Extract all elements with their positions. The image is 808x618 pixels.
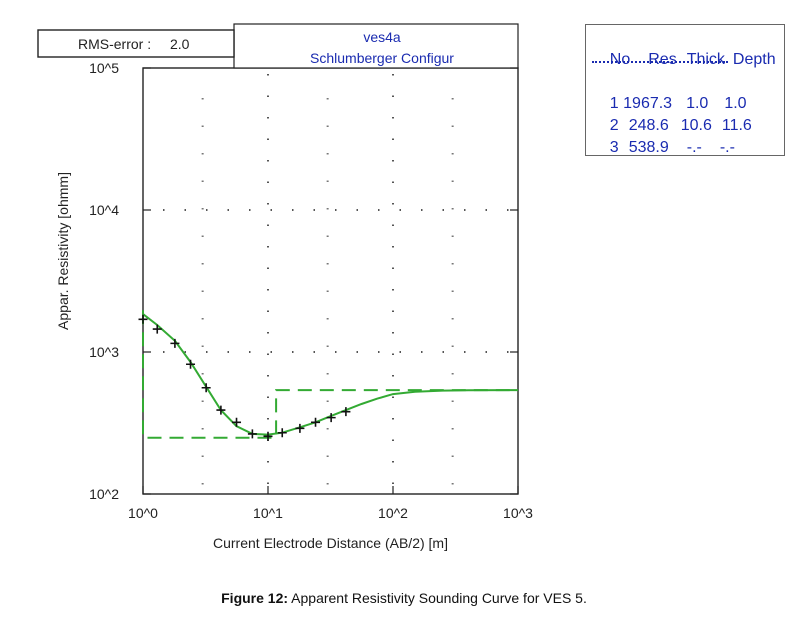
cell-thick: 1.0 [686, 95, 709, 112]
title-box [233, 23, 519, 69]
cell-depth: 11.6 [721, 117, 752, 134]
table-row: 1 1967.3 1.0 1.0 [592, 77, 747, 131]
figure-caption: Figure 12: Apparent Resistivity Sounding… [0, 590, 808, 606]
measured-point [295, 423, 305, 433]
y-axis-label: Appar. Resistivity [ohmm] [55, 172, 71, 330]
caption-label: Figure 12: [221, 590, 289, 606]
measured-point [232, 417, 242, 427]
x-tick-label: 10^1 [253, 505, 283, 521]
measured-point [186, 359, 196, 369]
cell-res: 538.9 [628, 139, 669, 156]
measured-point [247, 429, 257, 439]
x-tick-label: 10^0 [128, 505, 158, 521]
header-thick: Thick [686, 51, 725, 68]
measured-point [311, 417, 321, 427]
measured-point [201, 383, 211, 393]
measured-point [152, 324, 162, 334]
layer-table-header: No Res Thick Depth [592, 33, 776, 87]
table-row: 3 538.9 -.- -.- [592, 121, 735, 175]
measured-point [216, 405, 226, 415]
header-separator [592, 61, 728, 63]
cell-no: 3 [609, 139, 619, 156]
cell-res: 1967.3 [623, 95, 673, 112]
cell-no: 2 [609, 117, 619, 134]
cell-thick: -.- [686, 139, 702, 156]
table-row: 2 248.6 10.6 11.6 [592, 99, 752, 153]
measured-point [326, 413, 336, 423]
x-tick-label: 10^2 [378, 505, 408, 521]
measured-point [138, 314, 148, 324]
measured-point [170, 338, 180, 348]
header-no: No [609, 51, 631, 68]
y-tick-label: 10^4 [89, 202, 119, 218]
measured-point [277, 428, 287, 438]
cell-depth: -.- [719, 139, 735, 156]
x-axis-label: Current Electrode Distance (AB/2) [m] [213, 535, 448, 551]
y-tick-label: 10^3 [89, 344, 119, 360]
rms-box [37, 29, 235, 58]
plot-frame [142, 67, 519, 495]
cell-thick: 10.6 [680, 117, 712, 134]
cell-no: 1 [609, 95, 619, 112]
chart-subtitle: Schlumberger Configur [310, 50, 454, 66]
cell-res: 248.6 [628, 117, 669, 134]
measured-point [263, 431, 273, 441]
caption-text: Apparent Resistivity Sounding Curve for … [291, 590, 587, 606]
rms-value: 2.0 [170, 36, 190, 52]
y-tick-label: 10^2 [89, 486, 119, 502]
measured-point [341, 407, 351, 417]
y-tick-label: 10^5 [89, 60, 119, 76]
chart-title: ves4a [363, 29, 401, 45]
cell-depth: 1.0 [724, 95, 747, 112]
header-depth: Depth [732, 51, 776, 68]
x-tick-label: 10^3 [503, 505, 533, 521]
header-res: Res [648, 51, 677, 68]
rms-label: RMS-error : [78, 36, 151, 52]
layer-table: No Res Thick Depth 1 1967.3 1.0 1.0 2 248.6 10.… [585, 24, 785, 156]
